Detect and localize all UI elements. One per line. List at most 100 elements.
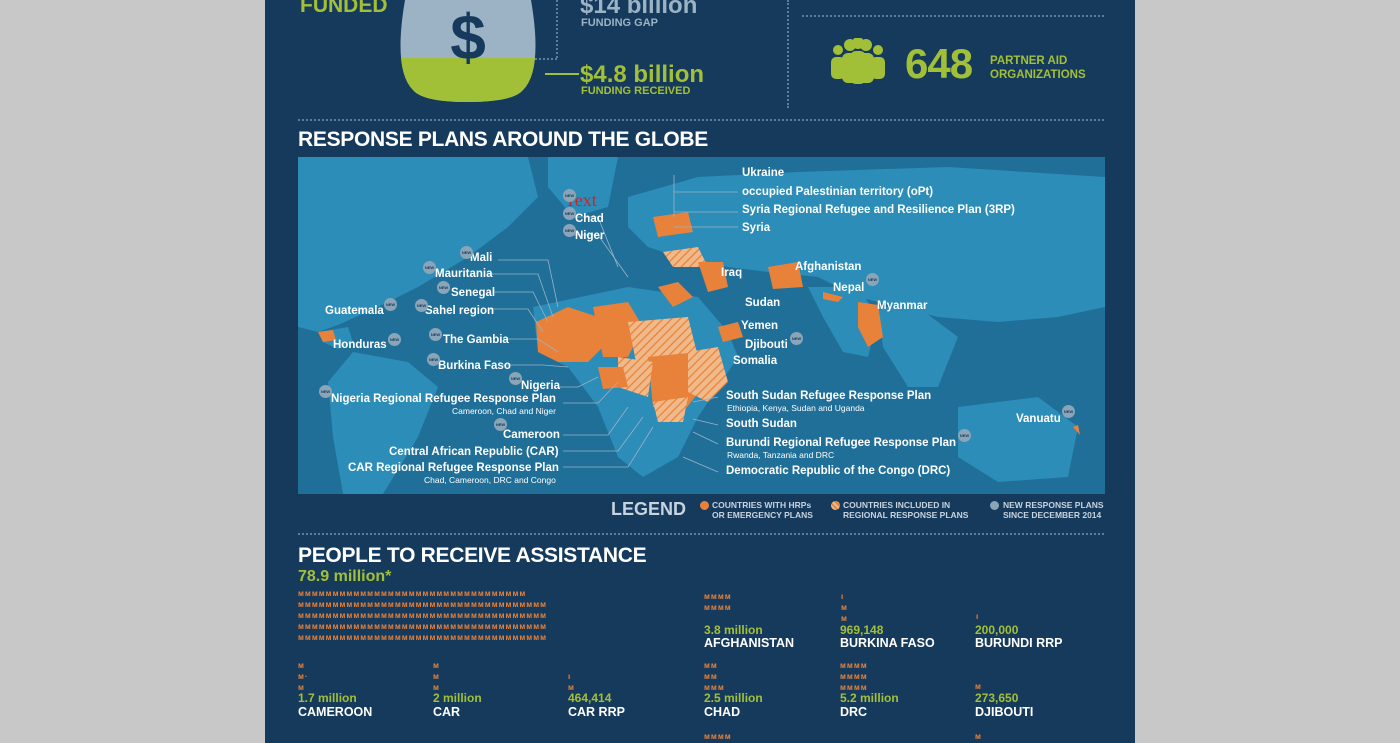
money-bag-icon: $ bbox=[393, 0, 543, 102]
legend-title: LEGEND bbox=[611, 499, 687, 519]
country-name-car-rrp: CAR RRP bbox=[568, 705, 625, 719]
label-nigeria-rrp-sub: Cameroon, Chad and Niger bbox=[452, 406, 556, 416]
legend-item-hrp: COUNTRIES WITH HRPs OR EMERGENCY PLANS bbox=[712, 500, 813, 520]
people-icons-total: ᴍᴍᴍᴍᴍᴍᴍᴍᴍᴍᴍᴍᴍᴍᴍᴍᴍᴍᴍᴍᴍᴍᴍᴍᴍᴍᴍᴍᴍᴍᴍᴍᴍ ᴍᴍᴍᴍᴍᴍ… bbox=[298, 589, 548, 642]
new-badge-icon: NEW bbox=[494, 418, 507, 431]
legend-item-new: NEW RESPONSE PLANS SINCE DECEMBER 2014 bbox=[1003, 500, 1104, 520]
label-iraq: Iraq bbox=[721, 267, 743, 279]
legend-item-hrp-line2: OR EMERGENCY PLANS bbox=[712, 510, 813, 520]
new-badge-icon: NEW bbox=[563, 224, 576, 237]
label-sudan: Sudan bbox=[745, 297, 781, 309]
label-myanmar: Myanmar bbox=[877, 300, 928, 312]
partners-label-line2: ORGANIZATIONS bbox=[990, 69, 1086, 81]
new-badge-icon: NEW bbox=[415, 299, 428, 312]
funded-label: FUNDED bbox=[300, 0, 388, 17]
country-value-djibouti: 273,650 bbox=[975, 691, 1019, 705]
label-sahel: Sahel region bbox=[425, 305, 495, 317]
country-name-burkina: BURKINA FASO bbox=[840, 636, 935, 650]
people-icons-burundi: ı bbox=[976, 612, 980, 621]
label-car-rrp: CAR Regional Refugee Response Plan bbox=[348, 462, 559, 474]
label-afghanistan: Afghanistan bbox=[795, 261, 862, 273]
label-mauritania: Mauritania bbox=[435, 268, 493, 280]
label-burkina: Burkina Faso bbox=[438, 360, 511, 372]
people-icons-cameroon: ᴍ ᴍ· ᴍ bbox=[298, 661, 309, 692]
new-badge-icon: NEW bbox=[423, 261, 436, 274]
funding-received-value: $4.8 billion bbox=[580, 61, 705, 88]
new-badge-icon: NEW bbox=[790, 332, 803, 345]
label-djibouti: Djibouti bbox=[745, 339, 788, 351]
new-badge-icon: NEW bbox=[427, 353, 440, 366]
label-burundi-rrp-sub: Rwanda, Tanzania and DRC bbox=[727, 450, 835, 460]
legend-item-hrp-line1: COUNTRIES WITH HRPs bbox=[712, 500, 812, 510]
label-somalia: Somalia bbox=[733, 355, 778, 367]
people-icons-djibouti: ᴍ bbox=[975, 682, 982, 691]
legend-item-new-line2: SINCE DECEMBER 2014 bbox=[1003, 510, 1102, 520]
new-badge-icon: NEW bbox=[563, 207, 576, 220]
people-icons-partial: ᴍᴍᴍᴍ bbox=[704, 732, 732, 741]
world-map bbox=[298, 157, 1105, 494]
legend-item-regional-line1: COUNTRIES INCLUDED IN bbox=[843, 500, 951, 510]
label-ukraine: Ukraine bbox=[742, 167, 785, 179]
country-name-car: CAR bbox=[433, 705, 461, 719]
new-badge-icon: NEW bbox=[563, 189, 576, 202]
label-chad: Chad bbox=[575, 213, 604, 225]
country-value-car-rrp: 464,414 bbox=[568, 691, 612, 705]
new-badge-icon: NEW bbox=[437, 281, 450, 294]
funding-gap-value: $14 billion bbox=[580, 0, 698, 19]
new-badge-icon: NEW bbox=[1062, 405, 1075, 418]
country-name-burundi: BURUNDI RRP bbox=[975, 636, 1063, 650]
legend-new-badge-icon bbox=[990, 501, 999, 510]
label-guatemala: Guatemala bbox=[325, 305, 384, 317]
label-honduras: Honduras bbox=[333, 339, 387, 351]
legend-item-regional: COUNTRIES INCLUDED IN REGIONAL RESPONSE … bbox=[843, 500, 968, 520]
funding-received-label: FUNDING RECEIVED bbox=[581, 85, 691, 97]
label-nigeria-rrp: Nigeria Regional Refugee Response Plan bbox=[331, 393, 556, 405]
label-ss-rrp-sub: Ethiopia, Kenya, Sudan and Uganda bbox=[727, 403, 865, 413]
country-value-afghanistan: 3.8 million bbox=[704, 623, 763, 637]
map-section-title: RESPONSE PLANS AROUND THE GLOBE bbox=[298, 128, 708, 151]
label-mali: Mali bbox=[470, 252, 493, 264]
label-south-sudan: South Sudan bbox=[726, 418, 797, 430]
label-cameroon: Cameroon bbox=[503, 429, 560, 441]
assistance-total: 78.9 million* bbox=[298, 568, 392, 585]
new-badge-icon: NEW bbox=[429, 328, 442, 341]
people-group-icon bbox=[828, 37, 888, 91]
new-badge-icon: NEW bbox=[460, 246, 473, 259]
funding-gap-label: FUNDING GAP bbox=[581, 17, 658, 29]
people-icons-drc: ᴍᴍᴍᴍ ᴍᴍᴍᴍ ᴍᴍᴍᴍ bbox=[840, 661, 868, 692]
label-nigeria: Nigeria bbox=[521, 380, 560, 392]
country-value-chad: 2.5 million bbox=[704, 691, 763, 705]
legend-item-new-line1: NEW RESPONSE PLANS bbox=[1003, 500, 1104, 510]
label-senegal: Senegal bbox=[451, 287, 496, 299]
label-opt: occupied Palestinian territory (oPt) bbox=[742, 186, 934, 198]
country-name-drc: DRC bbox=[840, 705, 868, 719]
label-nepal: Nepal bbox=[833, 282, 865, 294]
country-value-drc: 5.2 million bbox=[840, 691, 899, 705]
country-value-burkina: 969,148 bbox=[840, 623, 884, 637]
legend-hatched-dot-icon bbox=[831, 501, 840, 510]
legend-orange-dot-icon bbox=[700, 501, 709, 510]
new-badge-icon: NEW bbox=[388, 333, 401, 346]
label-car-rrp-sub: Chad, Cameroon, DRC and Congo bbox=[424, 475, 556, 485]
country-value-burundi: 200,000 bbox=[975, 623, 1019, 637]
country-name-djibouti: DJIBOUTI bbox=[975, 705, 1034, 719]
label-car: Central African Republic (CAR) bbox=[389, 446, 559, 458]
label-drc: Democratic Republic of the Congo (DRC) bbox=[726, 465, 951, 477]
new-badge-icon: NEW bbox=[509, 372, 522, 385]
new-badge-icon: NEW bbox=[319, 385, 332, 398]
label-burundi-rrp: Burundi Regional Refugee Response Plan bbox=[726, 437, 957, 449]
country-name-cameroon: CAMEROON bbox=[298, 705, 373, 719]
partners-label-line1: PARTNER AID bbox=[990, 55, 1068, 67]
assistance-title: PEOPLE TO RECEIVE ASSISTANCE bbox=[298, 544, 647, 567]
country-name-afghanistan: AFGHANISTAN bbox=[704, 636, 795, 650]
dollar-symbol: $ bbox=[450, 1, 486, 73]
label-syria-3rp: Syria Regional Refugee and Resilience Pl… bbox=[742, 204, 1015, 216]
label-niger: Niger bbox=[575, 230, 605, 242]
partners-count: 648 bbox=[905, 40, 973, 87]
country-value-car: 2 million bbox=[433, 691, 482, 705]
infographic-page: FUNDED $ $14 billion FUNDING GAP $4.8 bi… bbox=[265, 0, 1135, 743]
people-icons-partial: ᴍ bbox=[975, 732, 982, 741]
